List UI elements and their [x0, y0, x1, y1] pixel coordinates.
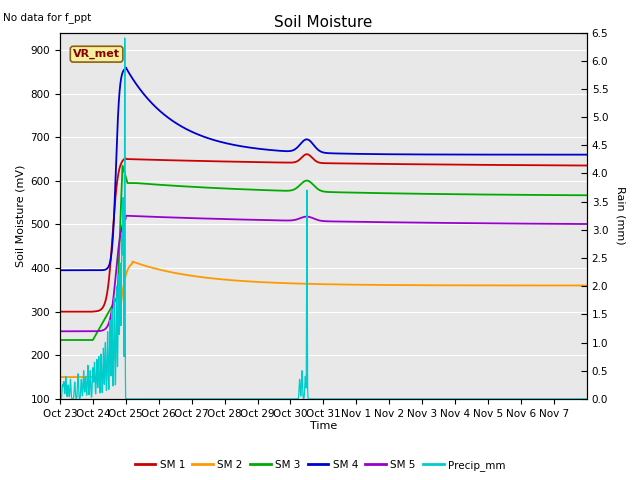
Y-axis label: Rain (mm): Rain (mm): [615, 186, 625, 245]
X-axis label: Time: Time: [310, 421, 337, 432]
Legend: SM 1, SM 2, SM 3, SM 4, SM 5, Precip_mm: SM 1, SM 2, SM 3, SM 4, SM 5, Precip_mm: [131, 456, 509, 475]
Title: Soil Moisture: Soil Moisture: [274, 15, 372, 30]
Text: No data for f_ppt: No data for f_ppt: [3, 12, 92, 23]
Y-axis label: Soil Moisture (mV): Soil Moisture (mV): [15, 165, 25, 267]
Text: VR_met: VR_met: [73, 49, 120, 60]
